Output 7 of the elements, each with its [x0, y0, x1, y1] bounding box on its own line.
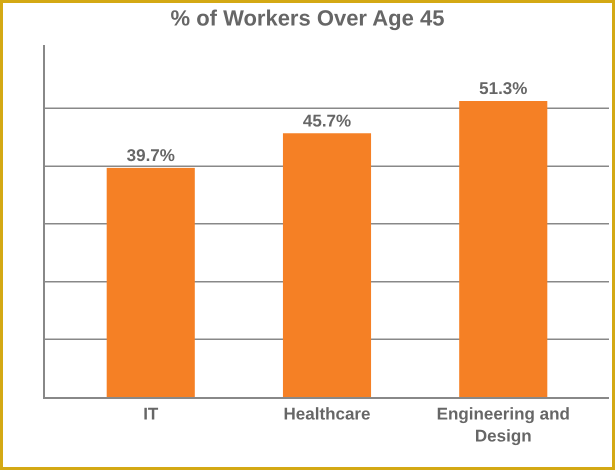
- data-label: 51.3%: [479, 78, 528, 98]
- x-tick-label: Healthcare: [284, 404, 370, 424]
- data-label: 45.7%: [302, 111, 352, 130]
- x-tick-label: IT: [143, 404, 159, 424]
- data-label: 39.7%: [126, 146, 175, 165]
- chart-title: % of Workers Over Age 45: [170, 5, 444, 30]
- x-tick-label: Engineering and Design: [436, 404, 570, 446]
